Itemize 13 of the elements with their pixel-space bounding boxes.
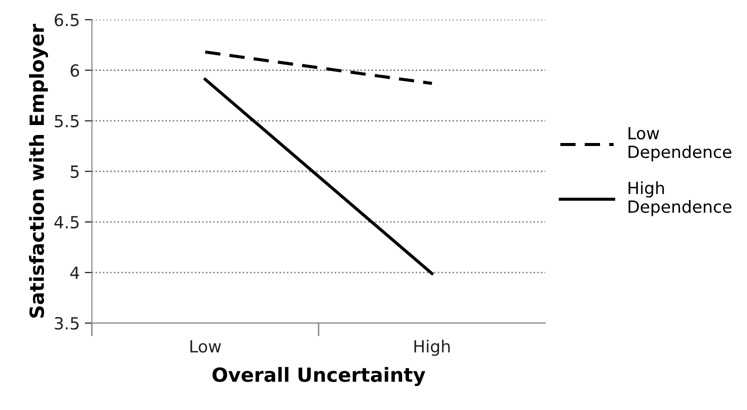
y-tick-label: 4.5 [54,216,79,229]
x-tick-label: High [414,340,450,356]
y-tick-label: 5.5 [54,114,79,128]
y-tick-label: 4 [70,266,80,279]
y-axis-title: Satisfaction with Employer [29,24,48,318]
y-tick-label: 6.5 [54,14,79,26]
x-axis-title: Overall Uncertainty [212,366,426,386]
y-tick-label: 5 [70,166,79,178]
y-tick-label: 3.5 [54,317,79,330]
y-tick-label: 6 [70,64,80,77]
legend-label: Low Dependence [628,127,732,162]
x-tick-label: Low [190,340,221,353]
legend-label: High Dependence [628,181,732,216]
